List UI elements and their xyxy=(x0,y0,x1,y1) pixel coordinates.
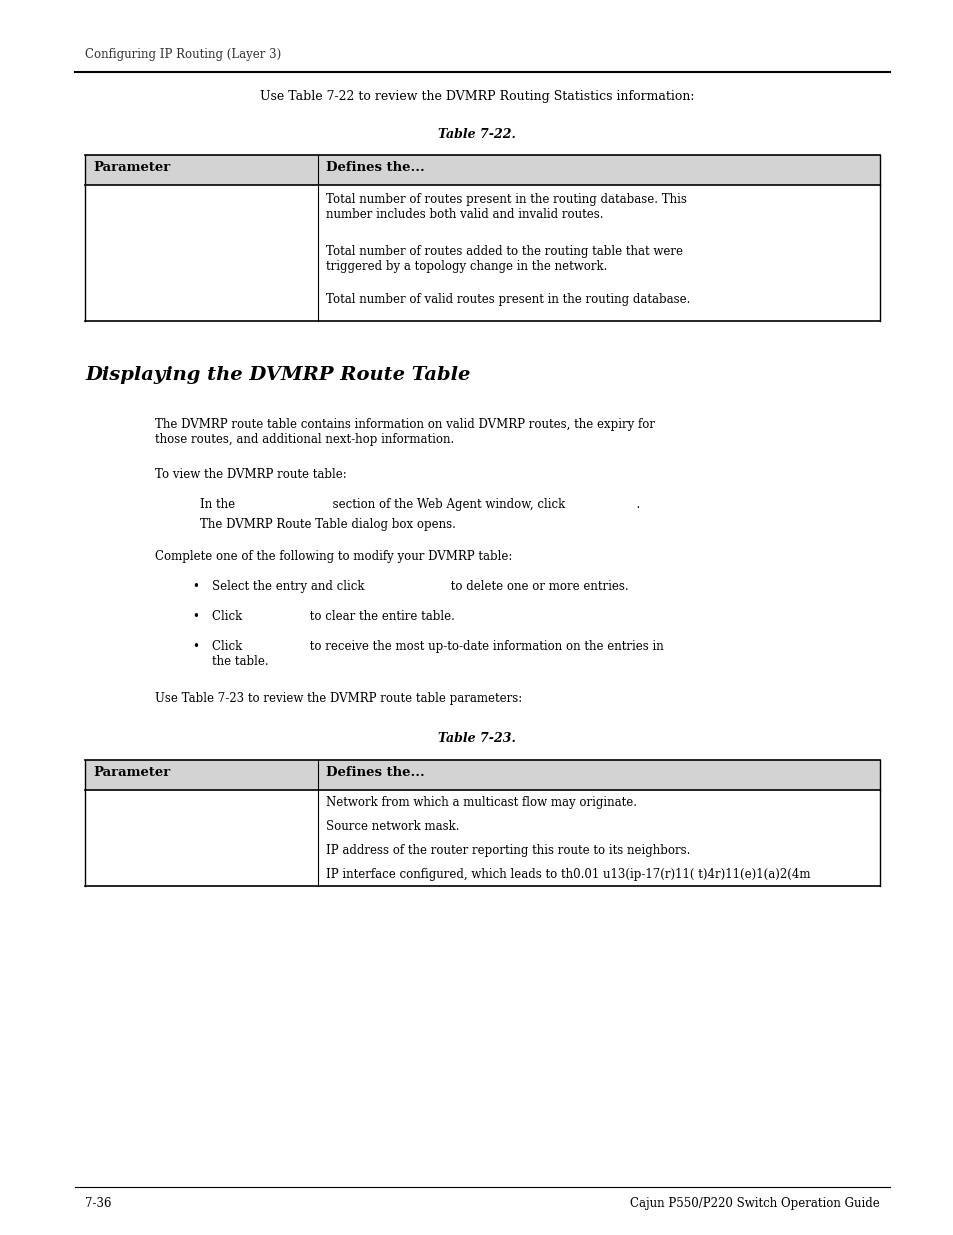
Text: To view the DVMRP route table:: To view the DVMRP route table: xyxy=(154,468,346,480)
Text: Source network mask.: Source network mask. xyxy=(326,820,459,832)
Text: Defines the...: Defines the... xyxy=(326,766,424,779)
Text: Use Table 7-22 to review the DVMRP Routing Statistics information:: Use Table 7-22 to review the DVMRP Routi… xyxy=(259,90,694,103)
Text: Total number of valid routes present in the routing database.: Total number of valid routes present in … xyxy=(326,293,690,306)
Text: •: • xyxy=(192,610,198,622)
Text: •: • xyxy=(192,640,198,653)
Text: Table 7-23.: Table 7-23. xyxy=(437,732,516,745)
Text: Network from which a multicast flow may originate.: Network from which a multicast flow may … xyxy=(326,797,637,809)
Text: Total number of routes added to the routing table that were
triggered by a topol: Total number of routes added to the rout… xyxy=(326,245,682,273)
Text: Select the entry and click                       to delete one or more entries.: Select the entry and click to delete one… xyxy=(212,580,628,593)
Text: In the                          section of the Web Agent window, click          : In the section of the Web Agent window, … xyxy=(200,498,639,511)
Text: Configuring IP Routing (Layer 3): Configuring IP Routing (Layer 3) xyxy=(85,48,281,61)
Text: Click                  to receive the most up-to-date information on the entries: Click to receive the most up-to-date inf… xyxy=(212,640,663,668)
Text: Table 7-22.: Table 7-22. xyxy=(437,128,516,141)
Text: The DVMRP route table contains information on valid DVMRP routes, the expiry for: The DVMRP route table contains informati… xyxy=(154,417,655,446)
Text: IP address of the router reporting this route to its neighbors.: IP address of the router reporting this … xyxy=(326,844,690,857)
Text: Complete one of the following to modify your DVMRP table:: Complete one of the following to modify … xyxy=(154,550,512,563)
Text: Click                  to clear the entire table.: Click to clear the entire table. xyxy=(212,610,455,622)
Text: The DVMRP Route Table dialog box opens.: The DVMRP Route Table dialog box opens. xyxy=(200,517,456,531)
Text: 7-36: 7-36 xyxy=(85,1197,112,1210)
Text: •: • xyxy=(192,580,198,593)
Text: Displaying the DVMRP Route Table: Displaying the DVMRP Route Table xyxy=(85,366,470,384)
Bar xyxy=(85,156,879,185)
Bar xyxy=(85,760,879,790)
Text: Use Table 7-23 to review the DVMRP route table parameters:: Use Table 7-23 to review the DVMRP route… xyxy=(154,692,521,705)
Text: IP interface configured, which leads to th0.01 u13(ip-17(r)11( t)4r)11(e)1(a)2(4: IP interface configured, which leads to … xyxy=(326,868,810,881)
Text: Defines the...: Defines the... xyxy=(326,161,424,174)
Text: Parameter: Parameter xyxy=(92,766,170,779)
Text: Total number of routes present in the routing database. This
number includes bot: Total number of routes present in the ro… xyxy=(326,193,686,221)
Text: Parameter: Parameter xyxy=(92,161,170,174)
Text: Cajun P550/P220 Switch Operation Guide: Cajun P550/P220 Switch Operation Guide xyxy=(630,1197,879,1210)
